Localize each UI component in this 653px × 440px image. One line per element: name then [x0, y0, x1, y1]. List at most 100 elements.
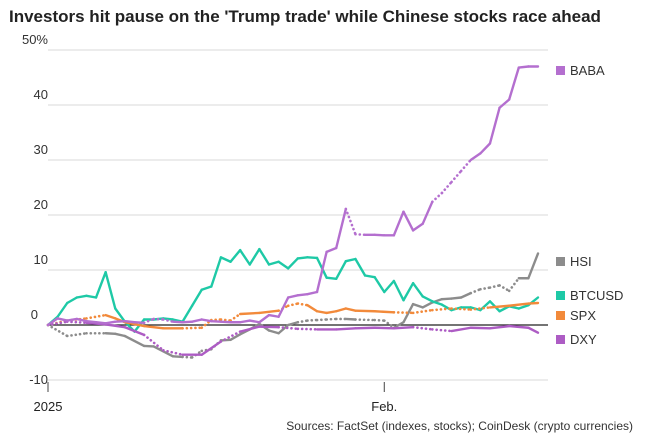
series-segment: [296, 319, 309, 324]
series-segment: [402, 282, 415, 302]
series-segment: [258, 325, 280, 329]
series-segment: [123, 334, 146, 348]
series-spx: [46, 301, 540, 330]
series-segment: [152, 317, 165, 321]
series-segment: [200, 318, 213, 323]
series-segment: [238, 325, 261, 333]
series-segment: [65, 320, 88, 325]
series-segment: [306, 256, 319, 260]
series-segment: [354, 257, 367, 277]
legend-swatch-baba: [556, 66, 565, 75]
series-segment: [229, 248, 242, 263]
series-segment: [65, 331, 88, 338]
series-segment: [335, 307, 348, 313]
series-segment: [75, 317, 88, 323]
series-segment: [315, 250, 328, 294]
series-segment: [354, 232, 367, 237]
series-segment: [459, 291, 472, 299]
series-segment: [161, 348, 184, 357]
x-axis-ticks: 2025 Feb.: [34, 382, 397, 414]
series-segment: [421, 295, 434, 303]
series-segment: [411, 302, 424, 309]
series-segment: [527, 301, 540, 305]
series-segment: [488, 284, 501, 289]
series-segment: [431, 191, 444, 204]
legend-swatch-hsi: [556, 257, 565, 266]
series-segment: [325, 246, 338, 254]
series-segment: [46, 317, 59, 327]
series-segment: [238, 319, 251, 324]
series-segment: [171, 355, 184, 359]
series-segment: [200, 285, 213, 291]
series-segment: [325, 317, 338, 321]
series-segment: [190, 349, 204, 359]
series-segment: [392, 326, 415, 330]
series-segment: [527, 326, 540, 334]
series-segment: [363, 274, 376, 279]
gridlines: [48, 49, 548, 381]
series-segment: [306, 304, 319, 313]
series-segment: [421, 301, 434, 309]
x-tick-label: Feb.: [371, 399, 397, 414]
series-segment: [507, 276, 521, 293]
series-segment: [373, 233, 386, 237]
series-segment: [440, 297, 453, 301]
y-tick-label: 40: [34, 87, 48, 102]
series-baba: [46, 65, 540, 327]
series-layer: [46, 65, 540, 359]
series-segment: [123, 319, 136, 324]
series-segment: [392, 321, 405, 329]
series-segment: [162, 317, 175, 321]
series-segment: [142, 317, 155, 325]
series-segment: [315, 310, 328, 315]
series-segment: [219, 256, 232, 263]
series-segment: [123, 321, 146, 328]
series-segment: [267, 329, 280, 335]
legend-swatch-btcusd: [556, 291, 565, 300]
legend-label-btcusd: BTCUSD: [570, 288, 623, 303]
series-segment: [286, 302, 300, 308]
series-segment: [219, 318, 232, 322]
series-segment: [114, 307, 127, 323]
series-segment: [469, 306, 492, 311]
series-segment: [181, 304, 194, 323]
series-segment: [431, 307, 453, 312]
series-segment: [181, 355, 194, 359]
series-segment: [142, 344, 155, 348]
series-segment: [142, 333, 165, 352]
series-segment: [210, 318, 223, 322]
series-segment: [373, 310, 396, 314]
series-segment: [277, 260, 290, 270]
series-segment: [85, 294, 98, 299]
series-segment: [75, 294, 88, 299]
y-tick-label: 0: [31, 307, 38, 322]
series-segment: [344, 257, 357, 263]
series-segment: [498, 284, 511, 293]
series-segment: [85, 319, 98, 324]
series-segment: [344, 317, 357, 321]
series-segment: [450, 307, 473, 311]
series-segment: [94, 271, 107, 299]
series-segment: [325, 276, 338, 280]
series-segment: [507, 302, 530, 307]
series-segment: [383, 279, 396, 294]
y-tick-label: 50%: [22, 32, 48, 47]
series-segment: [527, 252, 540, 280]
series-segment: [488, 304, 511, 309]
series-segment: [354, 309, 376, 313]
series-segment: [161, 318, 175, 324]
series-segment: [286, 321, 300, 327]
series-segment: [373, 326, 396, 330]
series-segment: [488, 324, 511, 330]
y-tick-label: -10: [29, 372, 48, 387]
series-segment: [286, 294, 300, 299]
series-segment: [411, 282, 424, 298]
series-segment: [373, 275, 386, 294]
series-segment: [479, 286, 492, 291]
legend-swatch-dxy: [556, 335, 565, 344]
series-segment: [373, 318, 386, 322]
series-segment: [296, 327, 319, 331]
legend-label-spx: SPX: [570, 308, 596, 323]
series-segment: [229, 333, 242, 342]
series-segment: [440, 180, 453, 195]
